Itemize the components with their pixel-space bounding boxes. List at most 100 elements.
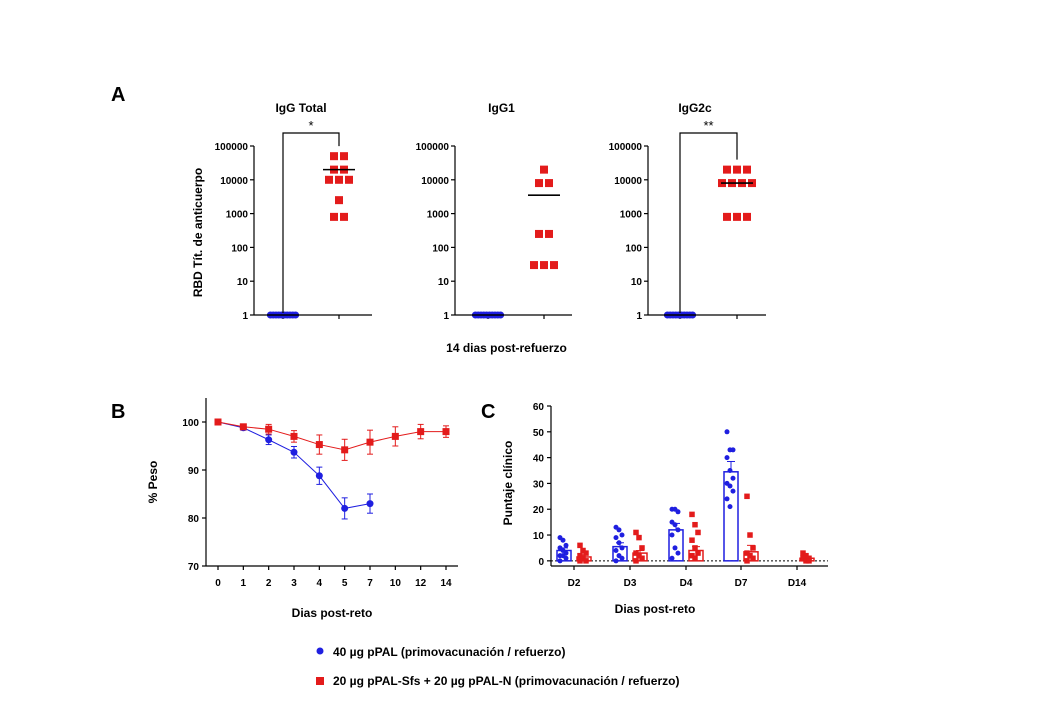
data-point [724,496,730,502]
data-point [639,555,645,562]
chart-title: IgG Total [275,101,326,115]
chart-igg-total: 1 10 100 1000 10000 100000 IgG Total * RBD Tít. … [191,101,372,322]
x-axis-label: 14 dias post-refuerzo [446,341,567,355]
data-point [639,545,645,551]
y-tick-label: 100 [231,243,248,254]
data-point [530,261,538,270]
data-point [723,165,731,174]
data-point [675,550,681,556]
data-point [580,555,586,562]
legend-label-pal: 40 µg pPAL (primovacunación / refuerzo) [333,645,566,659]
data-point [557,558,563,564]
data-point [366,500,374,508]
y-tick-label: 30 [533,479,545,490]
x-tick-label: 5 [342,578,348,589]
y-tick-label: 10000 [220,176,248,187]
data-point [633,529,639,536]
y-tick-label: 0 [538,557,544,568]
chart-title: IgG2c [678,101,712,115]
significance-label: * [308,118,313,133]
data-point [391,432,399,440]
data-point [366,438,374,446]
data-point [325,175,333,184]
data-point [744,550,750,556]
data-point [577,552,583,559]
data-point [214,418,222,426]
data-point [636,534,642,541]
chart-igg1: 1 10 100 1000 10000 100000 IgG1 14 dias post-re… [416,101,572,355]
x-tick-label: 12 [415,578,427,589]
x-tick-label: 1 [241,578,247,589]
data-point [335,196,343,205]
data-point [727,468,733,474]
data-point [540,261,548,270]
data-point [692,555,698,562]
data-point [563,542,569,548]
data-point [692,545,698,551]
data-point [550,261,558,270]
data-point [580,547,586,554]
y-tick-label: 70 [188,562,200,573]
data-point [535,229,543,238]
data-point [733,165,741,174]
legend: 40 µg pPAL (primovacunación / refuerzo) … [316,645,679,688]
data-point [290,448,298,456]
y-tick-label: 10000 [421,176,449,187]
y-axis-label: % Peso [146,461,160,504]
data-point [744,558,750,564]
data-point [733,212,741,221]
series-line [217,421,446,451]
data-point [750,555,756,562]
legend-label-sfs-n: 20 µg pPAL-Sfs + 20 µg pPAL-N (primovacu… [333,674,679,688]
y-tick-label: 1 [636,311,642,322]
data-point [689,552,695,559]
data-point [800,555,806,562]
y-tick-label: 1 [443,311,449,322]
data-point [577,558,583,564]
y-tick-label: 10 [438,277,450,288]
data-point [724,455,730,461]
panel-label-c: C [481,401,495,423]
data-point [743,165,751,174]
data-point [695,529,701,536]
data-point [563,555,569,561]
data-point [675,509,681,515]
data-point [330,212,338,221]
data-point [672,545,678,551]
x-tick-label: D14 [788,578,807,589]
y-axis-label: Puntaje clínico [501,441,515,526]
data-point [545,179,553,188]
data-point [442,428,450,436]
data-point [613,535,619,541]
data-point [540,165,548,174]
data-point [744,493,750,500]
data-point [616,527,622,533]
data-point [335,175,343,184]
x-tick-label: D2 [568,578,581,589]
y-axis-label: RBD Tít. de anticuerpo [191,168,205,297]
data-point [800,550,806,556]
data-point [723,212,731,221]
data-point [803,552,809,559]
data-point [545,229,553,238]
data-point [633,550,639,556]
chart-title: IgG1 [488,101,515,115]
y-tick-label: 1000 [427,210,450,221]
x-axis-label: Dias post-reto [292,606,373,620]
data-point [747,532,753,538]
x-tick-label: 4 [317,578,323,589]
panel-label-a: A [111,84,125,106]
chart-igg2c: 1 10 100 1000 10000 100000 IgG2c ** [609,101,766,322]
data-point [806,558,812,564]
y-tick-label: 90 [188,466,200,477]
data-point [341,504,349,512]
y-tick-label: 40 [533,454,545,465]
data-point [689,537,695,543]
y-tick-label: 100000 [215,142,249,153]
data-point [613,558,619,564]
x-tick-label: 7 [367,578,373,589]
data-point [616,540,622,546]
y-tick-label: 10 [237,277,249,288]
